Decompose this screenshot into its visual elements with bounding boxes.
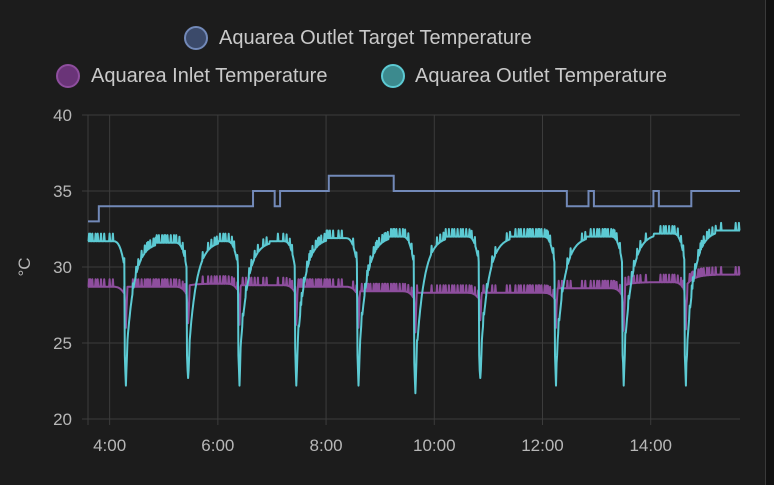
x-tick-label: 6:00 <box>201 436 234 455</box>
y-tick-label: 25 <box>53 334 72 353</box>
legend-label: Aquarea Outlet Target Temperature <box>219 27 532 49</box>
legend-swatch <box>381 64 405 88</box>
legend-label: Aquarea Outlet Temperature <box>415 65 667 87</box>
y-tick-label: 40 <box>53 106 72 125</box>
legend-swatch <box>184 26 208 50</box>
chart-grid <box>82 114 740 425</box>
legend-label: Aquarea Inlet Temperature <box>91 65 327 87</box>
series-line-outlet <box>87 221 741 395</box>
y-axis: 20 25 30 35 40 <box>53 106 72 429</box>
series-line-outlet-target <box>88 174 740 223</box>
x-tick-label: 12:00 <box>521 436 564 455</box>
x-axis: 4:00 6:00 8:00 10:00 12:00 14:00 <box>93 436 672 455</box>
legend-swatch <box>56 64 80 88</box>
legend-item-outlet-target[interactable]: Aquarea Outlet Target Temperature <box>184 26 532 50</box>
y-axis-label: °C <box>15 257 34 276</box>
x-tick-label: 10:00 <box>413 436 456 455</box>
scroll-gutter <box>766 0 774 485</box>
x-tick-label: 14:00 <box>629 436 672 455</box>
y-tick-label: 30 <box>53 258 72 277</box>
x-tick-label: 8:00 <box>310 436 343 455</box>
x-tick-label: 4:00 <box>93 436 126 455</box>
series-group <box>87 174 741 395</box>
y-tick-label: 20 <box>53 410 72 429</box>
y-tick-label: 35 <box>53 182 72 201</box>
legend[interactable]: Aquarea Outlet Target Temperature Aquarea… <box>56 26 667 88</box>
legend-item-outlet[interactable]: Aquarea Outlet Temperature <box>381 64 667 88</box>
legend-item-inlet[interactable]: Aquarea Inlet Temperature <box>56 64 327 88</box>
